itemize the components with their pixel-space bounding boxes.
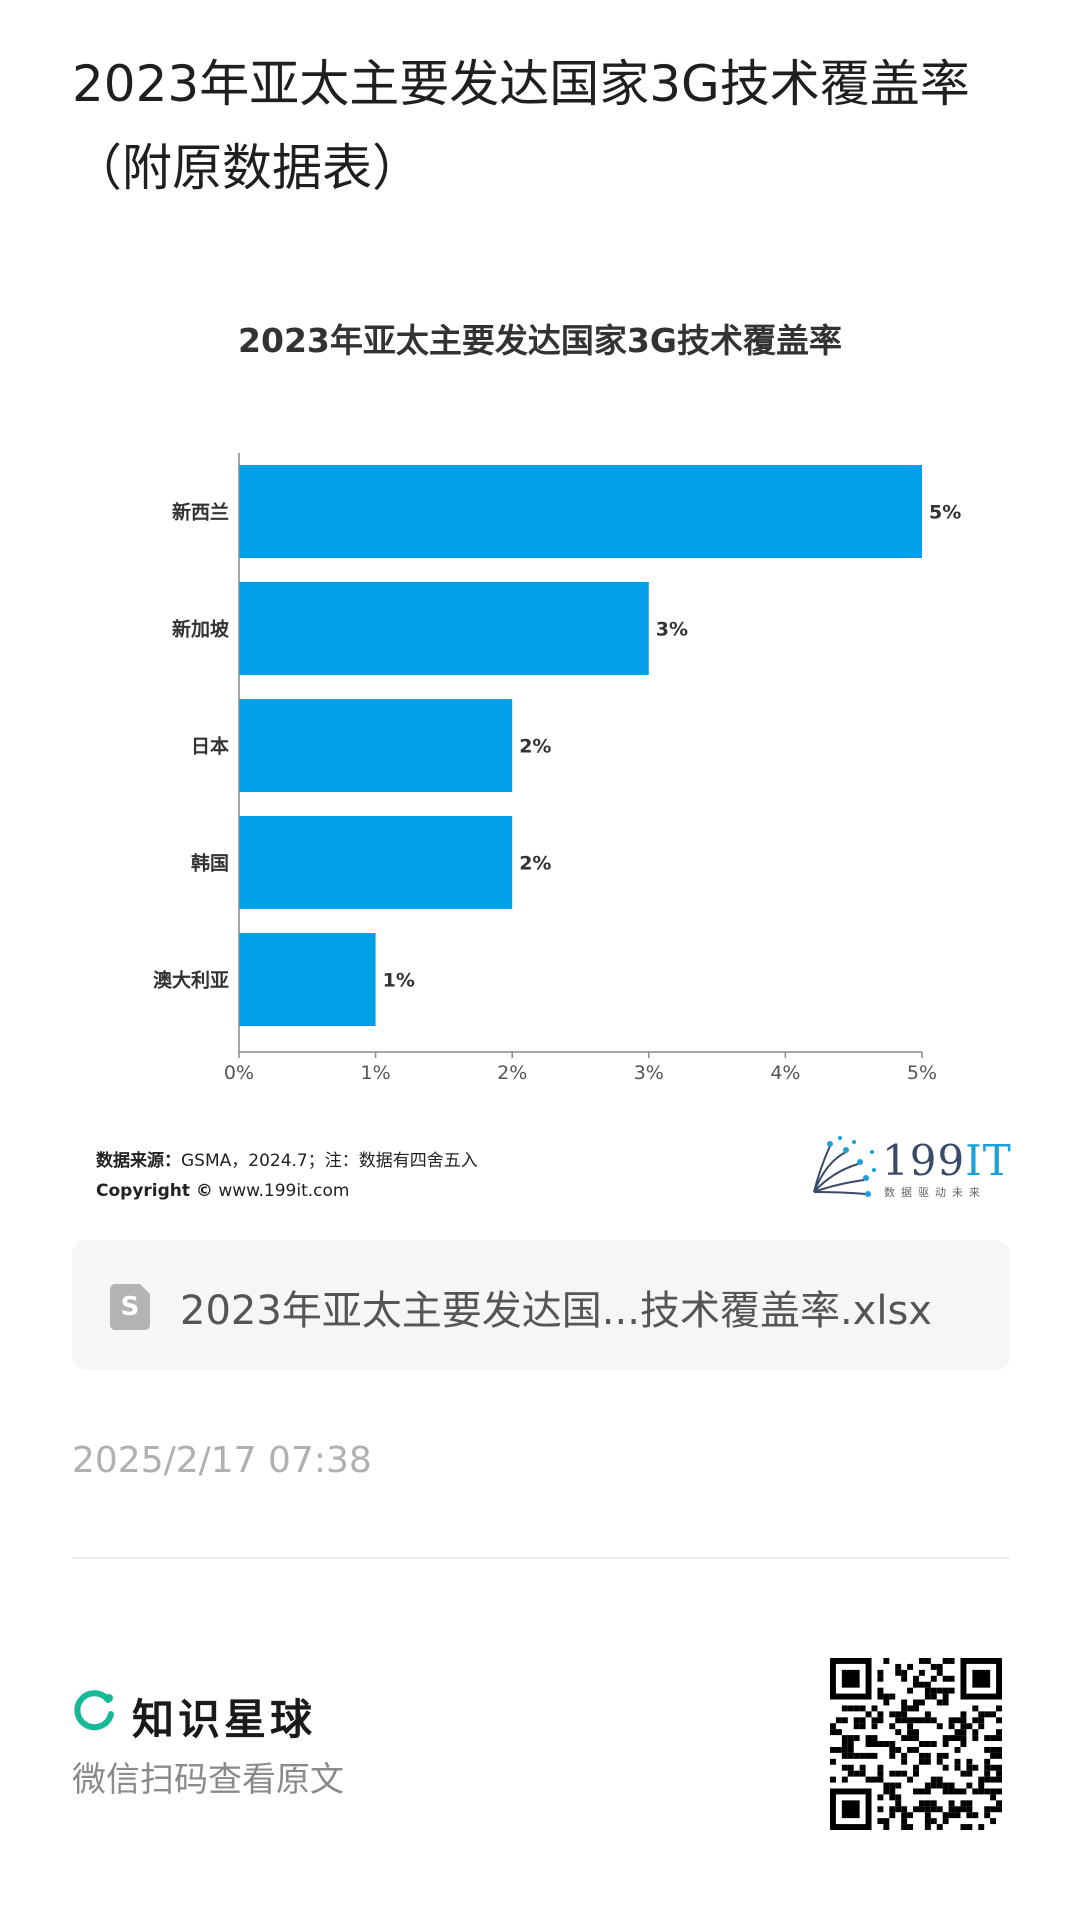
bar-4 — [239, 933, 376, 1026]
value-label: 5% — [929, 502, 961, 524]
qr-code[interactable] — [830, 1658, 1002, 1830]
spreadsheet-file-icon: S — [110, 1284, 150, 1330]
attachment-filename: 2023年亚太主要发达国...技术覆盖率.xlsx — [180, 1288, 932, 1334]
copyright-label: Copyright © — [96, 1181, 213, 1201]
bar-1 — [239, 582, 649, 675]
x-tick-label: 3% — [634, 1062, 664, 1084]
scan-hint: 微信扫码查看原文 — [72, 1760, 344, 1800]
chart-title: 2023年亚太主要发达国家3G技术覆盖率 — [238, 321, 842, 360]
x-tick-label: 4% — [770, 1062, 800, 1084]
bar-2 — [239, 699, 513, 792]
value-label: 2% — [519, 736, 551, 758]
category-label: 韩国 — [191, 852, 229, 875]
brand-logo: 199IT 数据驱动未来 — [806, 1132, 1011, 1202]
chart-canvas: 2023年亚太主要发达国家3G技术覆盖率 新西兰 5% 新加坡 3% 日本 2% 韩国 2% 澳… — [153, 321, 961, 1084]
bar-0 — [239, 465, 922, 558]
dandelion-logo-icon — [813, 1136, 876, 1197]
brand-tagline: 数据驱动未来 — [884, 1186, 986, 1199]
brand-name: 199IT — [882, 1136, 1012, 1185]
divider — [72, 1557, 1010, 1559]
attachment-card[interactable]: S 2023年亚太主要发达国...技术覆盖率.xlsx — [72, 1240, 1010, 1370]
post-timestamp: 2025/2/17 07:38 — [72, 1440, 372, 1481]
planet-ring-icon — [74, 1690, 114, 1731]
value-label: 3% — [656, 619, 688, 641]
bar-3 — [239, 816, 513, 909]
bar-chart: 2023年亚太主要发达国家3G技术覆盖率 新西兰 5% 新加坡 3% 日本 2% 韩国 2% 澳… — [72, 300, 1008, 1200]
value-label: 1% — [383, 970, 415, 992]
source-note: 数据来源：GSMA，2024.7；注：数据有四舍五入 Copyright © w… — [96, 1146, 478, 1206]
category-label: 新西兰 — [172, 501, 229, 524]
category-label: 澳大利亚 — [153, 969, 229, 992]
source-label: 数据来源： — [96, 1151, 181, 1171]
app-name: 知识星球 — [132, 1695, 317, 1744]
x-tick-label: 0% — [224, 1062, 254, 1084]
x-tick-label: 1% — [361, 1062, 391, 1084]
x-tick-label: 2% — [497, 1062, 527, 1084]
value-label: 2% — [519, 853, 551, 875]
category-label: 新加坡 — [172, 618, 230, 641]
category-label: 日本 — [191, 735, 229, 758]
source-text: GSMA，2024.7；注：数据有四舍五入 — [181, 1151, 478, 1171]
x-tick-label: 5% — [907, 1062, 937, 1084]
post-title: 2023年亚太主要发达国家3G技术覆盖率（附原数据表） — [72, 55, 970, 197]
copyright-text: www.199it.com — [218, 1181, 350, 1201]
